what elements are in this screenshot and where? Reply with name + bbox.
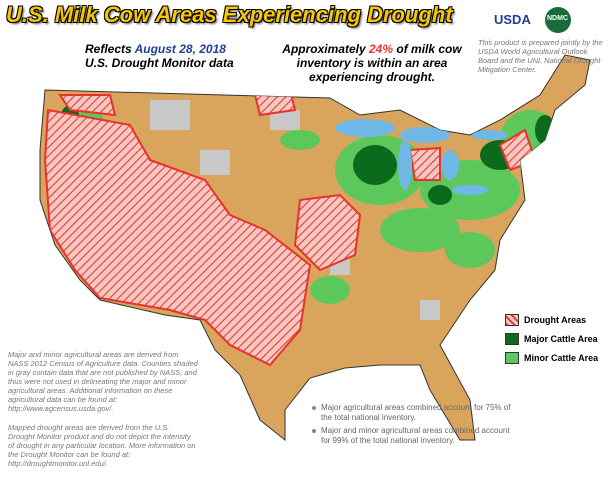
legend-item: Minor Cattle Area (505, 351, 598, 365)
summary-prefix: Approximately (282, 42, 366, 56)
stat: Major and minor agricultural areas combi… (312, 426, 512, 445)
reflects-source: U.S. Drought Monitor data (85, 56, 234, 70)
drought-areas (43, 73, 537, 367)
note: Mapped drought areas are derived from th… (8, 423, 196, 468)
legend-item: Drought Areas (505, 313, 598, 327)
logos (492, 7, 571, 34)
usda-logo: USDA (494, 12, 531, 27)
legend: Drought Areas Major Cattle Area Minor Catt… (505, 313, 598, 370)
usda-logo-box (492, 8, 538, 34)
great-lakes (335, 119, 508, 195)
legend-label: Drought Areas (524, 315, 587, 325)
summary-suffix: of milk cow inventory is within an area … (296, 42, 462, 84)
reflects-prefix: Reflects (85, 42, 132, 56)
legend-item: Major Cattle Area (505, 332, 598, 346)
legend-label: Minor Cattle Area (524, 353, 599, 363)
reflects-date: August 28, 2018 (134, 42, 226, 56)
credit: This product is prepared jointly by the … (478, 38, 603, 74)
notes: Major and minor agricultural areas are d… (8, 350, 198, 478)
title: U.S. Milk Cow Areas Experiencing Drought (6, 2, 453, 27)
summary: Approximately 24% of milk cow inventory … (282, 42, 462, 84)
legend-label: Major Cattle Area (524, 334, 598, 344)
summary-percent: 24% (368, 42, 394, 56)
stats: Major agricultural areas combined accoun… (312, 403, 512, 449)
map-layers (43, 73, 560, 367)
ndmc-logo-text: NDMC (547, 15, 568, 22)
stat: Major agricultural areas combined accoun… (312, 403, 512, 422)
legend-swatch (505, 333, 519, 345)
note: Major and minor agricultural areas are d… (8, 350, 198, 413)
legend-swatch (505, 352, 519, 364)
ndmc-logo (545, 7, 571, 33)
reflects: Reflects August 28, 2018 U.S. Drought Mo… (85, 42, 265, 70)
legend-swatch (505, 314, 519, 326)
